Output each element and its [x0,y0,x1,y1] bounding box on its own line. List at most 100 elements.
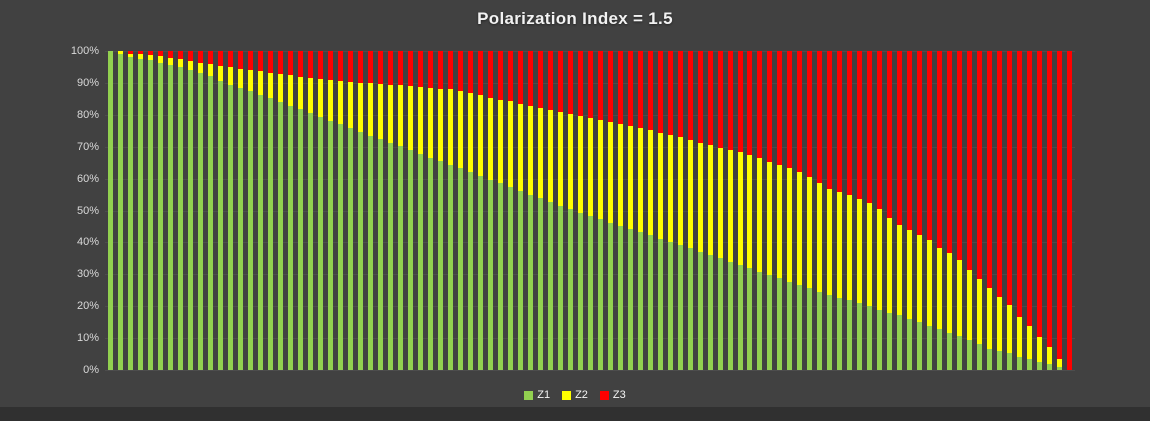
bar-segment-z2 [987,288,993,349]
y-axis-tick-label: 50% [76,204,99,217]
bar-stack [198,51,204,370]
bar-segment-z3 [707,51,713,146]
bar-segment-z1 [797,285,803,370]
bar-segment-z2 [418,87,423,154]
bar-segment-z1 [907,318,913,370]
bar-segment-z3 [977,51,983,280]
bar [166,51,176,370]
bar-segment-z1 [947,332,953,370]
bar-stack [408,51,414,370]
bar [825,51,835,370]
legend-label-z1: Z1 [537,389,551,401]
bar-segment-z2 [398,85,404,147]
bar-segment-z1 [238,87,244,370]
bar-segment-z3 [887,51,893,219]
bar-segment-z2 [527,105,533,195]
bar-segment-z1 [737,265,743,370]
bar-segment-z2 [837,191,843,298]
bar-segment-z1 [1037,361,1043,370]
bar-stack [308,51,314,370]
bar-stack [188,51,194,370]
bar-segment-z1 [837,297,843,370]
bar-segment-z2 [877,209,883,311]
bar-segment-z2 [757,158,763,272]
bar-segment-z1 [168,65,174,370]
bar [256,51,266,370]
bar [765,51,775,370]
bar-segment-z2 [947,252,953,333]
bar-segment-z1 [378,139,384,370]
bar-segment-z2 [797,171,803,286]
bar [885,51,895,370]
bar-segment-z2 [507,101,513,187]
bar-segment-z3 [807,51,813,178]
bar-segment-z2 [577,115,583,214]
bar-segment-z3 [467,51,473,94]
bar [406,51,416,370]
bar [326,51,336,370]
bar [675,51,685,370]
bar [1005,51,1015,370]
y-axis-tick-label: 90% [76,76,99,89]
bar-segment-z3 [338,51,344,81]
bar-segment-z3 [228,51,234,67]
bar [755,51,765,370]
bar-segment-z1 [138,58,144,370]
bar-segment-z1 [777,278,783,370]
bar-stack [717,51,723,370]
bar-segment-z1 [258,94,264,370]
bar-segment-z2 [607,121,613,223]
bar-segment-z2 [547,109,553,202]
bar-segment-z3 [937,51,943,249]
bar-segment-z2 [617,124,623,226]
bar [266,51,276,370]
bar-stack [457,51,463,370]
bar-segment-z3 [198,51,204,63]
bar-stack [288,51,294,370]
bar-stack [547,51,553,370]
bar-segment-z1 [178,67,184,370]
bar [645,51,655,370]
bar-segment-z3 [418,51,423,88]
bar-segment-z1 [577,213,583,370]
bar [435,51,445,370]
bar-segment-z1 [338,124,344,370]
bar-segment-z3 [308,51,314,79]
bar [426,51,436,370]
bar-segment-z1 [507,186,513,370]
bar-stack [437,51,443,370]
bar-stack [1037,51,1043,370]
bar-segment-z1 [867,306,873,370]
bar-segment-z3 [567,51,573,114]
bar [725,51,735,370]
bar [465,51,475,370]
bar-stack [867,51,873,370]
bar-stack [597,51,603,370]
bars [106,51,1074,370]
bar-segment-z1 [308,113,314,370]
y-axis-tick-label: 100% [70,45,99,57]
bar-stack [697,51,703,370]
bar-segment-z3 [288,51,294,76]
bar-stack [707,51,713,370]
bar-stack [997,51,1003,370]
bar-segment-z3 [917,51,923,236]
bar-stack [977,51,983,370]
bar-stack [248,51,254,370]
bar-segment-z1 [607,222,613,370]
bar-segment-z3 [268,51,274,73]
bar-segment-z3 [597,51,603,120]
bar [805,51,815,370]
bar-segment-z3 [1007,51,1013,305]
bar-segment-z3 [348,51,354,82]
bar [346,51,356,370]
bar-segment-z3 [1066,51,1072,370]
bar [565,51,575,370]
bar-segment-z2 [447,89,453,165]
bar [655,51,665,370]
bar-segment-z3 [148,51,154,56]
bar-segment-z1 [857,303,863,370]
bar-segment-z1 [487,179,493,370]
bar-segment-z1 [667,241,673,370]
bar [386,51,396,370]
